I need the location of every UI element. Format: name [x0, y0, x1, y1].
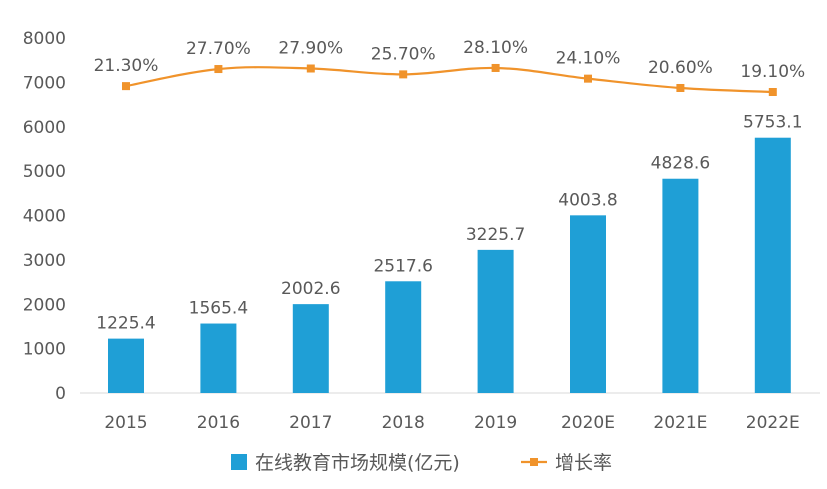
y-tick-label: 1000 [23, 340, 66, 360]
growth-data-label: 27.70% [186, 39, 251, 59]
growth-marker [122, 82, 130, 91]
x-tick-label: 2022E [746, 413, 800, 433]
growth-marker [399, 70, 408, 79]
bar-data-label: 3225.7 [466, 225, 525, 245]
bar [385, 281, 422, 393]
growth-marker [768, 88, 777, 96]
x-tick-label: 2018 [382, 413, 425, 433]
bar [108, 338, 144, 393]
bar-data-label: 1225.4 [96, 314, 155, 334]
x-tick-label: 2016 [197, 413, 240, 433]
y-tick-label: 6000 [23, 118, 66, 138]
x-tick-label: 2017 [289, 413, 332, 433]
bar-data-label: 2517.6 [373, 256, 432, 276]
legend-line-label: 增长率 [555, 452, 612, 474]
y-tick-label: 5000 [23, 162, 66, 182]
legend-bar-label: 在线教育市场规模(亿元) [255, 452, 460, 474]
growth-marker [491, 63, 500, 72]
growth-marker [676, 83, 685, 92]
x-tick-label: 2015 [104, 413, 147, 433]
growth-data-label: 19.10% [740, 62, 805, 82]
bar-data-label: 4003.8 [558, 190, 617, 210]
bar [200, 323, 237, 393]
x-tick-label: 2020E [561, 413, 615, 433]
x-tick-label: 2019 [474, 413, 517, 433]
bar [570, 215, 606, 393]
y-tick-label: 4000 [23, 207, 66, 227]
bar [477, 249, 514, 393]
y-tick-label: 8000 [23, 29, 66, 49]
y-tick-label: 2000 [23, 295, 66, 315]
bar-data-label: 1565.4 [189, 299, 248, 319]
legend-bar-swatch [231, 454, 247, 470]
growth-data-label: 28.10% [463, 38, 528, 58]
growth-data-label: 20.60% [648, 58, 713, 78]
y-tick-label: 0 [55, 384, 66, 404]
bar [754, 137, 791, 393]
growth-line [125, 66, 773, 94]
x-tick-label: 2021E [653, 413, 707, 433]
growth-data-label: 21.30% [94, 56, 159, 76]
y-tick-label: 3000 [23, 251, 66, 271]
growth-marker [306, 64, 315, 73]
y-tick-label: 7000 [23, 73, 66, 93]
growth-marker [584, 74, 592, 83]
bar-data-label: 2002.6 [281, 279, 340, 299]
growth-data-label: 27.90% [278, 39, 343, 59]
bar [662, 178, 699, 393]
growth-data-label: 24.10% [556, 49, 621, 69]
growth-marker [214, 65, 223, 74]
bar-data-label: 5753.1 [743, 113, 802, 133]
bar-data-label: 4828.6 [651, 154, 710, 174]
bar [292, 304, 329, 393]
legend-line-marker [530, 458, 538, 466]
growth-data-label: 25.70% [371, 44, 436, 64]
